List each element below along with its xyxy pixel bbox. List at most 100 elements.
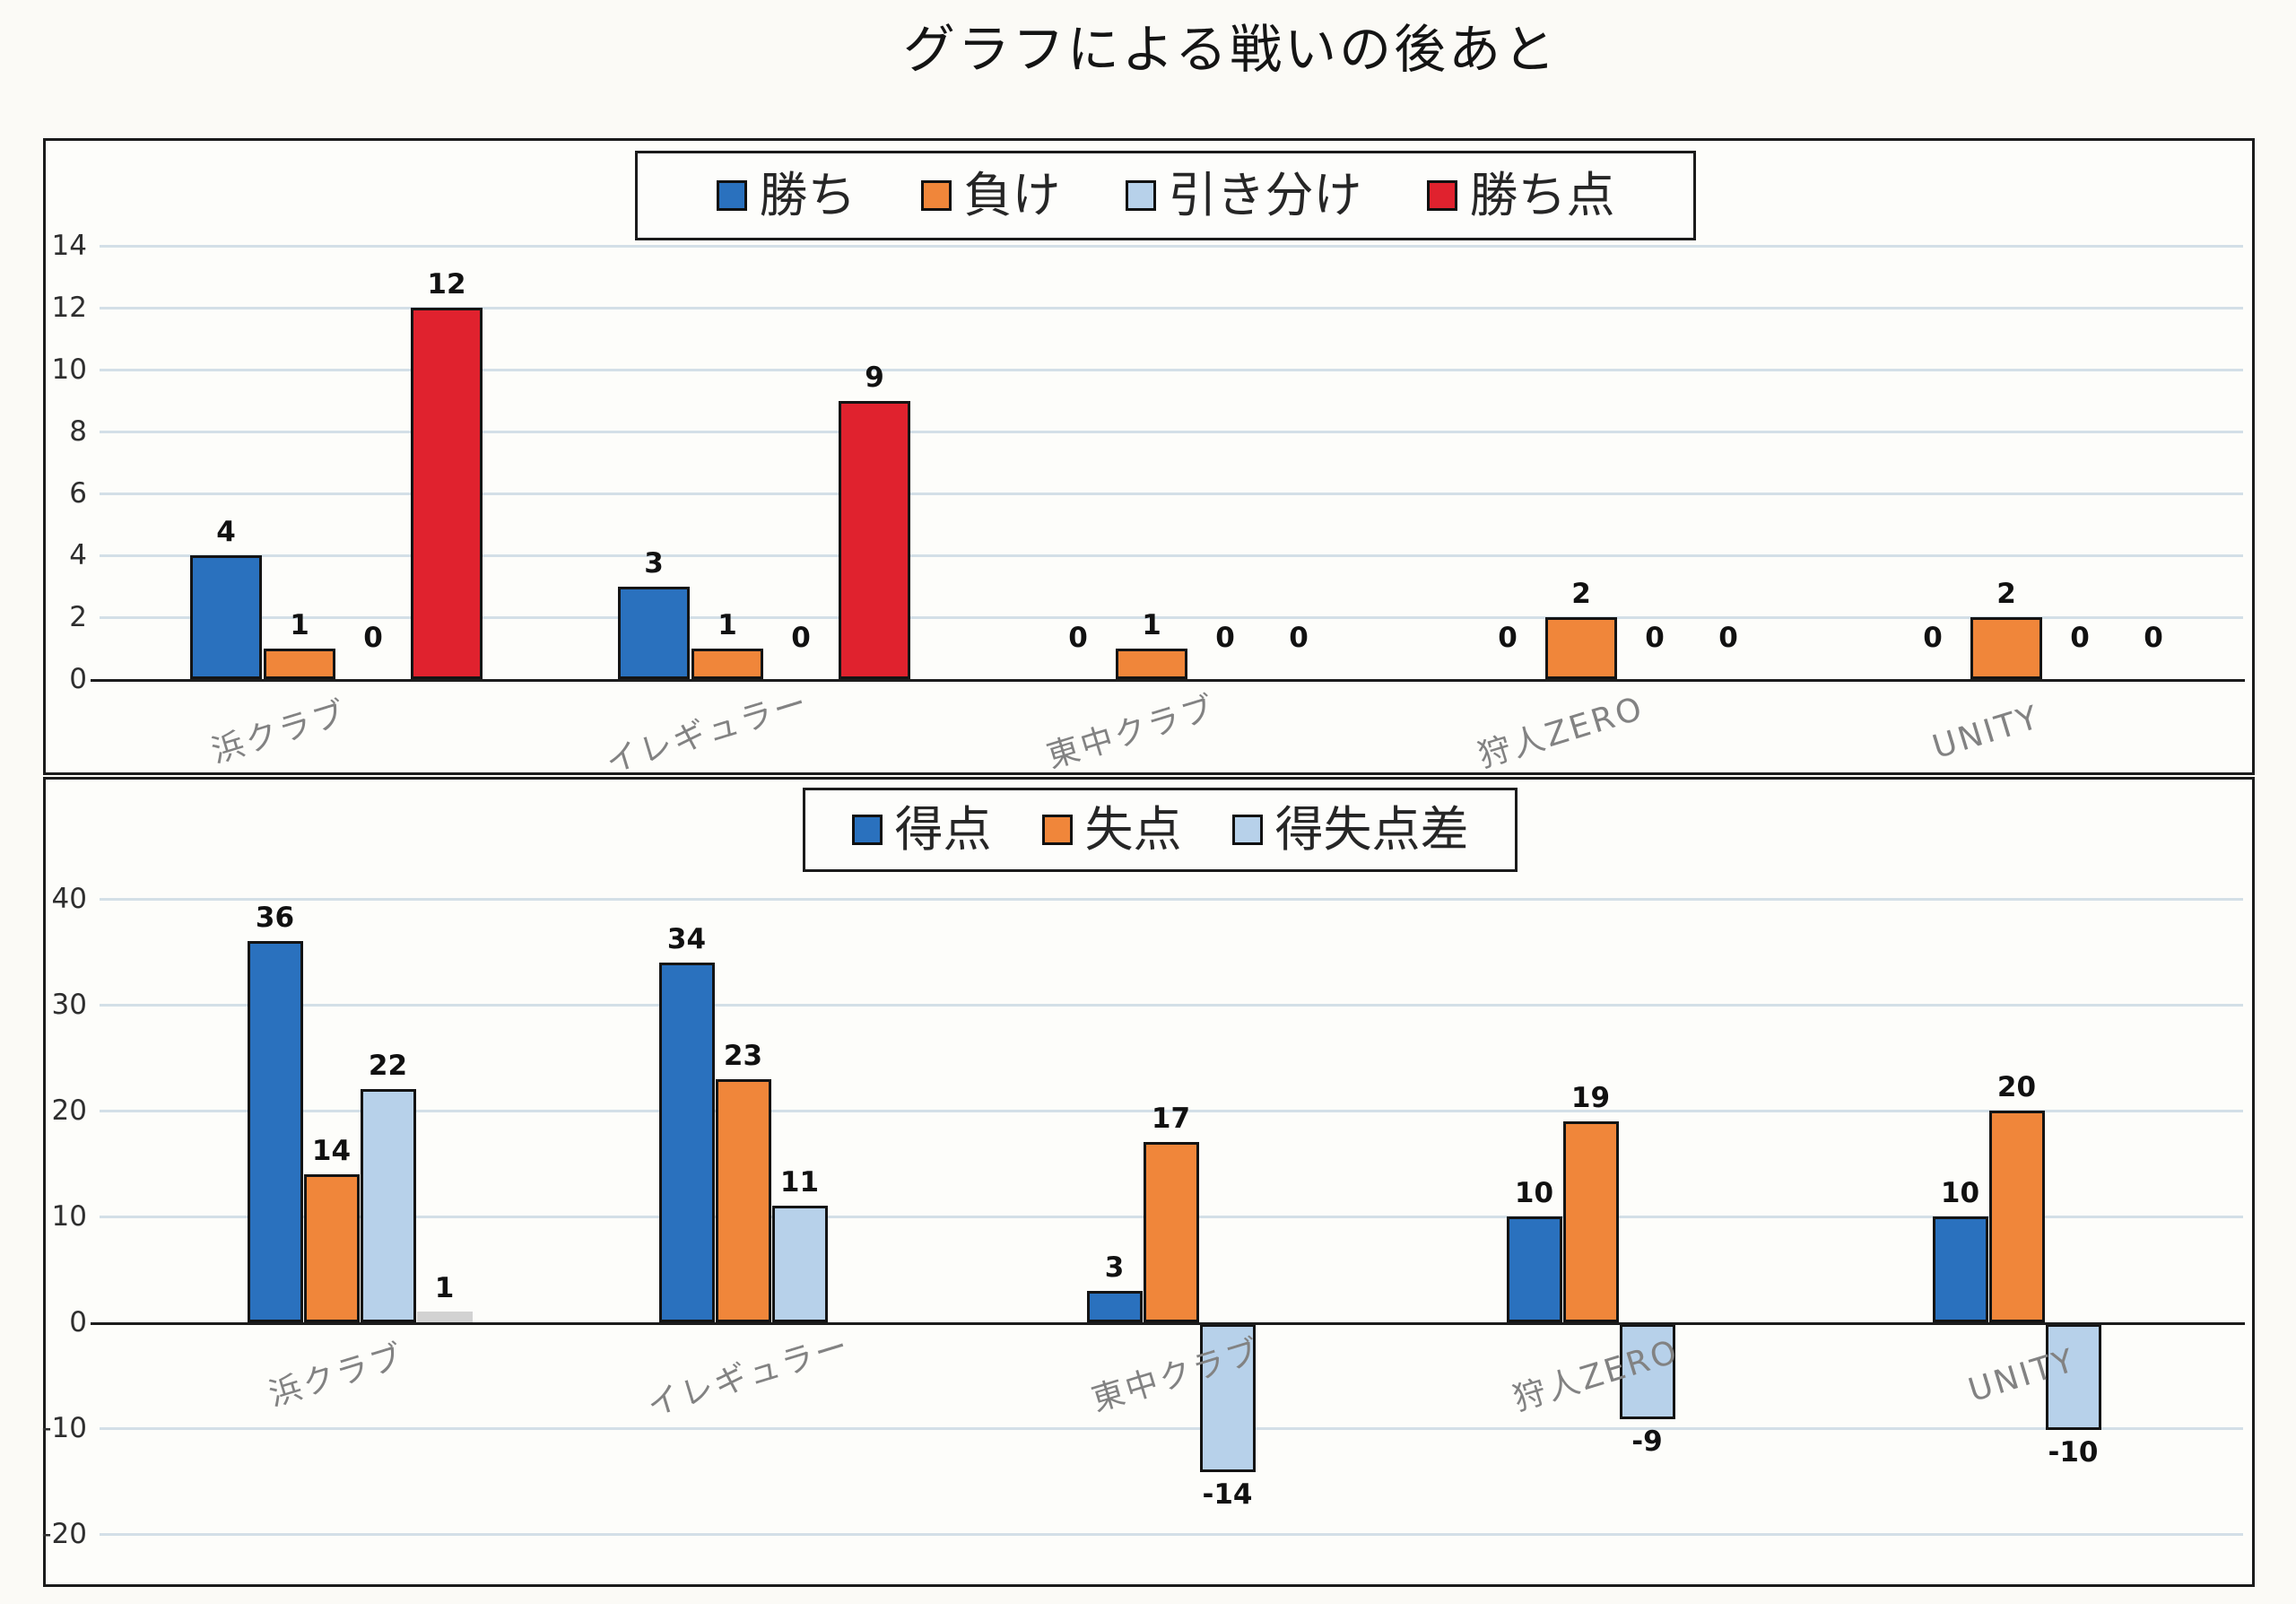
bar: [1988, 1111, 2045, 1322]
legend-item: 勝ち点: [1426, 167, 1615, 223]
legend-label: 失点: [1084, 801, 1182, 858]
legend-label: 勝ち点: [1469, 167, 1615, 223]
bar: [1562, 1120, 1619, 1322]
bar-value-label: -14: [1202, 1478, 1253, 1512]
bar: [411, 308, 483, 679]
y-axis-tick-label: 40: [51, 883, 87, 915]
bar: [247, 941, 303, 1322]
bar-value-label: 12: [427, 268, 466, 301]
bar-value-label: 0: [363, 622, 383, 654]
legend-item: 負け: [920, 167, 1061, 223]
category-label: 狩人ZERO: [1474, 690, 1649, 776]
bar: [303, 1173, 360, 1322]
bar-value-label: 9: [865, 361, 884, 394]
bar-value-label: 1: [434, 1272, 455, 1305]
gridline: [100, 369, 2243, 371]
bar-value-label: 0: [1215, 622, 1235, 654]
legend-swatch: [851, 815, 883, 845]
bar: [839, 400, 910, 679]
bar: [1199, 1324, 1256, 1473]
y-axis-tick-label: 2: [69, 601, 87, 633]
bar-value-label: 0: [2070, 622, 2090, 654]
bar-value-label: 0: [1068, 622, 1088, 654]
legend: 得点 失点 得失点差: [803, 788, 1518, 872]
legend-swatch: [1231, 815, 1263, 845]
legend-swatch: [716, 180, 747, 211]
bar-value-label: 3: [644, 546, 664, 580]
bar-value-label: 17: [1151, 1103, 1191, 1136]
bar: [658, 962, 715, 1322]
bar-value-label: 2: [1571, 578, 1591, 610]
bar-value-label: 0: [1923, 622, 1943, 654]
bar-value-label: 34: [666, 922, 707, 955]
bar: [1086, 1290, 1143, 1322]
bar: [360, 1089, 416, 1322]
x-axis-line: [91, 1322, 2245, 1325]
bar: [618, 586, 690, 679]
x-axis-line: [91, 679, 2245, 682]
legend-swatch: [1426, 180, 1457, 211]
gridline: [100, 554, 2243, 557]
category-label: イレギュラー: [602, 684, 813, 781]
y-axis-tick-label: 4: [69, 539, 87, 571]
legend-swatch: [1041, 815, 1073, 845]
y-axis-tick-label: 14: [51, 230, 87, 262]
bar-value-label: 0: [2144, 622, 2163, 654]
y-axis-tick-label: 20: [51, 1094, 87, 1127]
legend-label: 引き分け: [1168, 167, 1362, 223]
y-axis-tick-label: 30: [51, 989, 87, 1021]
y-axis-tick-label: -20: [41, 1518, 87, 1550]
category-label: イレギュラー: [643, 1327, 855, 1425]
legend-label: 負け: [963, 167, 1061, 223]
gridline: [100, 1533, 2243, 1536]
goal-stats-chart: -20 -10 0 10 20 30 40 36 34 3 10 10 14 23 17 19 20 22 11 -1…: [41, 777, 2255, 1587]
y-axis-tick-label: 12: [51, 292, 87, 324]
bar: [691, 648, 763, 679]
bar-value-label: 4: [216, 516, 236, 548]
category-label: 浜クラブ: [265, 1338, 410, 1414]
gridline: [100, 1110, 2243, 1112]
legend-item: 勝ち: [716, 167, 857, 223]
bar-value-label: 14: [311, 1134, 352, 1167]
y-axis-tick-label: 0: [69, 1306, 87, 1338]
gridline: [100, 493, 2243, 495]
bar-value-label: 36: [255, 902, 295, 935]
legend-label: 得失点差: [1274, 801, 1469, 858]
legend-swatch: [920, 180, 952, 211]
bar-value-label: 1: [718, 608, 737, 641]
bar-value-label: 0: [1645, 622, 1665, 654]
bar-value-label: 19: [1570, 1081, 1611, 1114]
bar: [1619, 1324, 1675, 1420]
category-label: 浜クラブ: [207, 694, 352, 771]
gridline: [100, 616, 2243, 619]
bar-value-label: 22: [368, 1050, 408, 1083]
gridline: [100, 898, 2243, 901]
page-title: グラフによる戦いの後あと: [902, 19, 1559, 80]
gridline: [100, 1427, 2243, 1430]
bar-value-label: 20: [1996, 1071, 2037, 1103]
bar: [416, 1312, 473, 1322]
bar: [1506, 1216, 1562, 1322]
bar: [2045, 1324, 2101, 1430]
legend-swatch: [1125, 180, 1156, 211]
bar: [771, 1206, 828, 1322]
y-axis-tick-label: -10: [41, 1412, 87, 1444]
legend-label: 得点: [894, 801, 992, 858]
bar: [1970, 617, 2042, 679]
bar: [1143, 1142, 1199, 1322]
bar-value-label: 0: [1289, 622, 1309, 654]
bar-value-label: -10: [2048, 1436, 2099, 1469]
bar-value-label: 10: [1940, 1177, 1980, 1209]
bar: [1932, 1216, 1988, 1322]
bar: [1116, 648, 1187, 679]
bar-value-label: 23: [723, 1039, 763, 1072]
legend-label: 勝ち: [759, 167, 857, 223]
category-label: 東中クラブ: [1042, 689, 1222, 776]
bar-value-label: 2: [1996, 578, 2016, 610]
bar-value-label: 0: [1718, 622, 1738, 654]
bar-value-label: 1: [1142, 608, 1161, 641]
bar-value-label: 3: [1104, 1251, 1125, 1284]
legend: 勝ち 負け 引き分け 勝ち点: [635, 151, 1696, 240]
bar: [1545, 617, 1617, 679]
category-label: UNITY: [1928, 698, 2045, 767]
